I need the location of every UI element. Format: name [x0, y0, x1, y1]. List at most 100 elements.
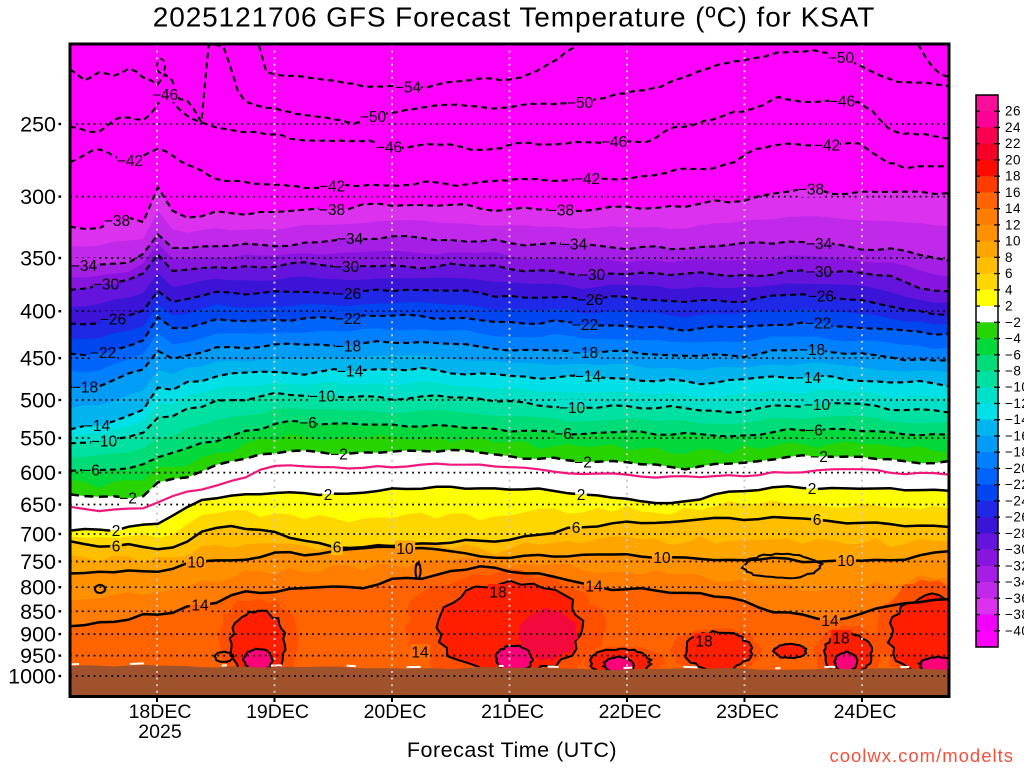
svg-text:10: 10 — [1005, 234, 1021, 249]
svg-text:−26: −26 — [577, 292, 603, 309]
svg-text:−2: −2 — [330, 447, 348, 464]
svg-text:14: 14 — [821, 613, 839, 630]
svg-text:−38: −38 — [548, 202, 574, 219]
svg-text:6: 6 — [333, 540, 342, 557]
svg-text:−10: −10 — [559, 400, 586, 417]
svg-text:−26: −26 — [100, 312, 126, 329]
svg-text:−50: −50 — [567, 95, 594, 112]
svg-text:−34: −34 — [71, 258, 98, 275]
svg-text:−34: −34 — [561, 237, 588, 254]
svg-text:−22: −22 — [805, 316, 831, 333]
svg-text:−18: −18 — [572, 345, 598, 362]
svg-text:2025: 2025 — [138, 721, 182, 743]
svg-text:−36: −36 — [1005, 591, 1024, 606]
svg-text:−22: −22 — [1005, 477, 1024, 492]
svg-text:12: 12 — [1005, 217, 1021, 232]
svg-text:−10: −10 — [804, 397, 831, 414]
svg-text:−2: −2 — [574, 454, 592, 471]
svg-text:−26: −26 — [1005, 510, 1024, 525]
svg-text:−28: −28 — [1005, 526, 1024, 541]
svg-text:−16: −16 — [1005, 428, 1024, 443]
svg-text:−42: −42 — [117, 153, 143, 170]
svg-text:18: 18 — [695, 634, 712, 651]
svg-text:−10: −10 — [309, 389, 336, 406]
svg-text:800: 800 — [20, 576, 56, 600]
svg-text:−26: −26 — [335, 286, 361, 303]
svg-text:−22: −22 — [90, 345, 116, 362]
svg-text:−20: −20 — [1005, 461, 1024, 476]
svg-text:−14: −14 — [84, 418, 111, 435]
svg-text:450: 450 — [20, 347, 56, 371]
svg-text:18: 18 — [832, 631, 849, 648]
svg-text:−34: −34 — [1005, 575, 1024, 590]
svg-text:250: 250 — [20, 113, 56, 137]
svg-text:1000: 1000 — [8, 665, 56, 689]
svg-text:−30: −30 — [806, 264, 833, 281]
svg-text:10: 10 — [187, 555, 205, 572]
svg-text:−2: −2 — [119, 491, 137, 508]
svg-text:750: 750 — [20, 550, 56, 574]
svg-text:−8: −8 — [1005, 364, 1021, 379]
svg-text:−24: −24 — [1005, 493, 1024, 508]
svg-text:24DEC: 24DEC — [834, 701, 897, 723]
svg-text:−18: −18 — [799, 342, 825, 359]
svg-text:8: 8 — [1005, 250, 1013, 265]
svg-text:−50: −50 — [828, 50, 855, 67]
svg-text:20: 20 — [1005, 152, 1021, 167]
svg-text:2: 2 — [324, 487, 333, 504]
svg-text:10: 10 — [837, 553, 855, 570]
svg-text:2025121706 GFS Forecast Temper: 2025121706 GFS Forecast Temperature (ºC)… — [153, 2, 876, 33]
svg-text:−6: −6 — [805, 423, 823, 440]
svg-text:10: 10 — [396, 541, 414, 558]
svg-text:18: 18 — [1005, 169, 1021, 184]
svg-text:−46: −46 — [376, 139, 402, 156]
svg-text:700: 700 — [20, 523, 56, 547]
svg-text:14: 14 — [585, 579, 603, 596]
svg-text:600: 600 — [20, 461, 56, 485]
svg-text:−34: −34 — [337, 231, 364, 248]
svg-text:−54: −54 — [395, 80, 422, 97]
svg-text:−46: −46 — [152, 87, 178, 104]
svg-text:14: 14 — [191, 598, 209, 615]
svg-text:−30: −30 — [579, 267, 606, 284]
svg-text:−34: −34 — [806, 236, 833, 253]
svg-text:6: 6 — [112, 538, 121, 555]
svg-text:650: 650 — [20, 493, 56, 517]
svg-text:850: 850 — [20, 600, 56, 624]
svg-text:22: 22 — [1005, 136, 1021, 151]
svg-text:24: 24 — [1005, 120, 1021, 135]
svg-text:20DEC: 20DEC — [364, 701, 427, 723]
svg-text:19DEC: 19DEC — [246, 701, 309, 723]
svg-text:23DEC: 23DEC — [716, 701, 779, 723]
svg-text:6: 6 — [572, 520, 581, 537]
svg-text:350: 350 — [20, 247, 56, 271]
svg-text:18: 18 — [489, 585, 506, 602]
svg-text:−30: −30 — [93, 277, 120, 294]
svg-text:500: 500 — [20, 389, 56, 413]
svg-text:−46: −46 — [829, 93, 855, 110]
svg-text:−46: −46 — [601, 134, 627, 151]
svg-text:2: 2 — [112, 523, 121, 540]
svg-text:6: 6 — [1005, 266, 1013, 281]
svg-text:4: 4 — [1005, 282, 1013, 297]
svg-text:−12: −12 — [1005, 396, 1024, 411]
svg-text:−30: −30 — [1005, 542, 1024, 557]
svg-text:−6: −6 — [1005, 347, 1021, 362]
svg-text:−2: −2 — [1005, 315, 1021, 330]
svg-text:10: 10 — [653, 550, 671, 567]
svg-text:900: 900 — [20, 623, 56, 647]
svg-text:2: 2 — [1005, 299, 1013, 314]
svg-text:−6: −6 — [554, 426, 572, 443]
svg-text:−38: −38 — [104, 213, 130, 230]
svg-text:18DEC: 18DEC — [129, 701, 192, 723]
svg-text:950: 950 — [20, 644, 56, 668]
svg-text:−38: −38 — [798, 181, 824, 198]
svg-text:−42: −42 — [814, 137, 840, 154]
svg-text:−22: −22 — [335, 311, 361, 328]
svg-text:22DEC: 22DEC — [599, 701, 662, 723]
svg-text:−6: −6 — [299, 415, 317, 432]
svg-text:−18: −18 — [72, 380, 98, 397]
svg-text:−40: −40 — [1005, 623, 1024, 638]
svg-text:550: 550 — [20, 427, 56, 451]
svg-text:−14: −14 — [575, 369, 602, 386]
